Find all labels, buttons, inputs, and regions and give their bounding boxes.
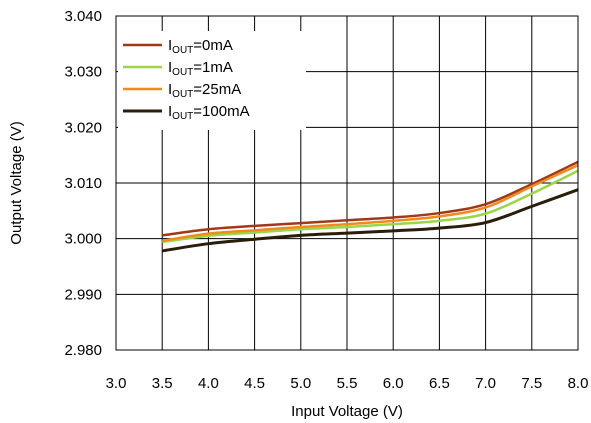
x-tick-label: 3.0 <box>106 375 127 392</box>
legend-background <box>118 31 306 130</box>
x-tick-label: 4.0 <box>198 375 219 392</box>
x-tick-label: 4.5 <box>244 375 265 392</box>
x-tick-label: 8.0 <box>568 375 589 392</box>
x-axis-title: Input Voltage (V) <box>291 403 403 420</box>
y-tick-label: 3.040 <box>64 8 102 25</box>
series-line-3 <box>161 188 579 253</box>
x-tick-label: 6.5 <box>429 375 450 392</box>
y-axis-ticks: 2.980 2.990 3.000 3.010 3.020 3.030 3.040 <box>64 8 102 359</box>
x-tick-label: 6.0 <box>383 375 404 392</box>
legend-entry: IOUT=100mA <box>168 103 250 122</box>
series-line-1 <box>162 169 579 244</box>
y-tick-label: 2.990 <box>64 286 102 303</box>
y-tick-label: 3.010 <box>64 175 102 192</box>
y-tick-label: 3.020 <box>64 119 102 136</box>
plot-area-frame <box>115 15 579 351</box>
series-lines <box>161 160 579 253</box>
series-line-2 <box>162 164 579 243</box>
legend: IOUT=0mA IOUT=1mA IOUT=25mA IOUT=100mA <box>118 31 306 130</box>
y-tick-label: 3.030 <box>64 64 102 81</box>
y-tick-label: 2.980 <box>64 342 102 359</box>
x-axis-ticks: 3.0 3.5 4.0 4.5 5.0 5.5 6.0 6.5 7.0 7.5 8.0 <box>106 375 589 392</box>
legend-entry: IOUT=0mA <box>168 37 233 56</box>
y-tick-label: 3.000 <box>64 231 102 248</box>
x-tick-label: 7.0 <box>475 375 496 392</box>
legend-entry: IOUT=1mA <box>168 59 233 78</box>
series-line-0 <box>162 160 579 237</box>
x-tick-label: 5.0 <box>290 375 311 392</box>
x-tick-label: 5.5 <box>337 375 358 392</box>
x-tick-label: 3.5 <box>152 375 173 392</box>
y-axis-title: Output Voltage (V) <box>8 121 25 244</box>
x-tick-label: 7.5 <box>521 375 542 392</box>
legend-entry: IOUT=25mA <box>168 81 241 100</box>
